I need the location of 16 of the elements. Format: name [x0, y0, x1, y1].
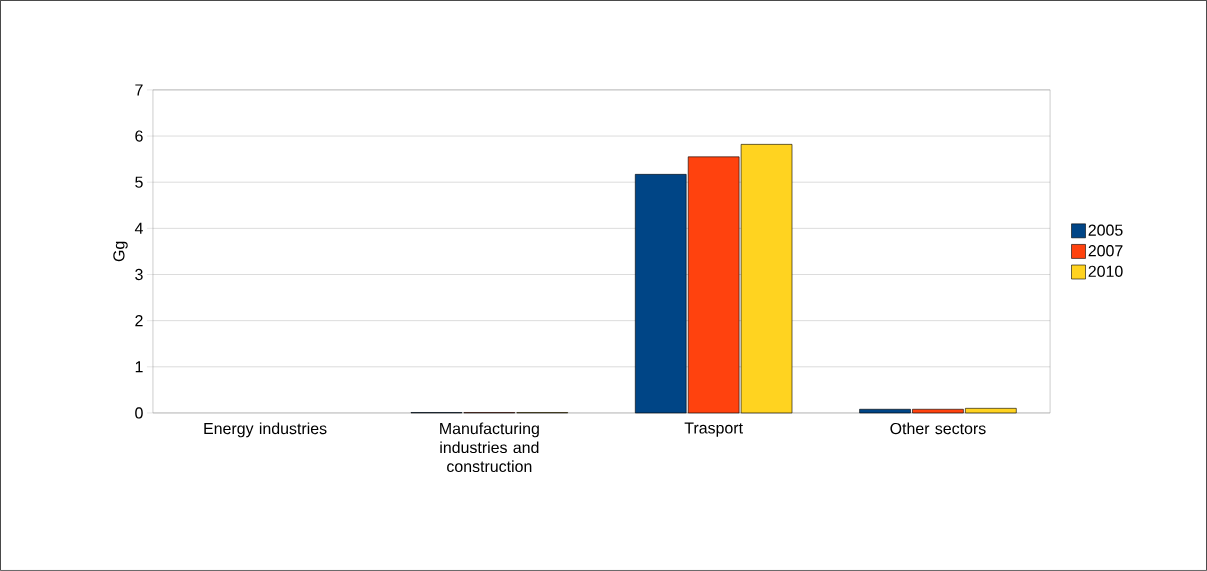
y-tick-label: 5 [135, 176, 143, 188]
x-tick-label: Energy industries [204, 422, 327, 438]
y-axis-title: Gg [113, 241, 128, 262]
x-tick-label: Manufacturing industries and construction [440, 422, 539, 473]
x-tick-label: Trasport [684, 422, 743, 437]
legend-label: 2005 [1088, 224, 1123, 236]
legend-label: 2007 [1088, 245, 1123, 257]
y-tick-label: 1 [135, 361, 143, 373]
y-tick-label: 4 [134, 222, 143, 234]
x-tick-label: Other sectors [890, 422, 986, 435]
y-tick-label: 7 [135, 84, 143, 96]
legend-label: 2010 [1088, 265, 1123, 278]
y-tick-label: 6 [135, 130, 143, 142]
y-tick-label: 0 [135, 407, 143, 419]
y-tick-label: 3 [135, 268, 143, 281]
y-tick-label: 2 [135, 315, 143, 327]
